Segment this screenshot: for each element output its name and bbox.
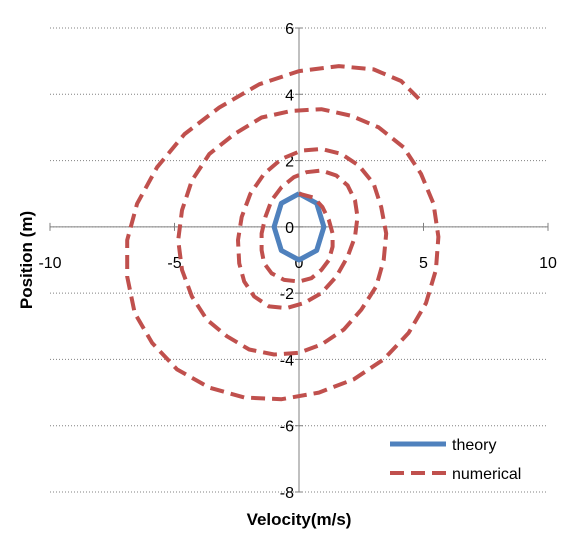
y-tick-label: 4 xyxy=(285,87,294,104)
y-tick-label: 6 xyxy=(285,21,294,38)
y-tick-label: -6 xyxy=(280,419,294,436)
x-tick-label: -10 xyxy=(38,255,61,272)
x-tick-label: 0 xyxy=(295,255,304,272)
series-line-theory xyxy=(271,191,327,263)
x-tick-label: -5 xyxy=(167,255,181,272)
y-tick-label: 0 xyxy=(285,220,294,237)
x-axis-title: Velocity(m/s) xyxy=(247,510,352,529)
legend-label-theory: theory xyxy=(452,437,496,454)
y-axis-title: Position (m) xyxy=(17,211,36,309)
legend: theory numerical xyxy=(390,437,521,483)
y-tick-label: -8 xyxy=(280,485,294,502)
y-tick-label: -2 xyxy=(280,286,294,303)
series-lines xyxy=(125,64,441,402)
x-tick-label: 5 xyxy=(419,255,428,272)
y-tick-label: -4 xyxy=(280,352,294,369)
legend-label-numerical: numerical xyxy=(452,466,521,483)
x-tick-label: 10 xyxy=(539,255,557,272)
y-tick-label: 2 xyxy=(285,154,294,171)
series-line-numerical xyxy=(125,64,441,402)
